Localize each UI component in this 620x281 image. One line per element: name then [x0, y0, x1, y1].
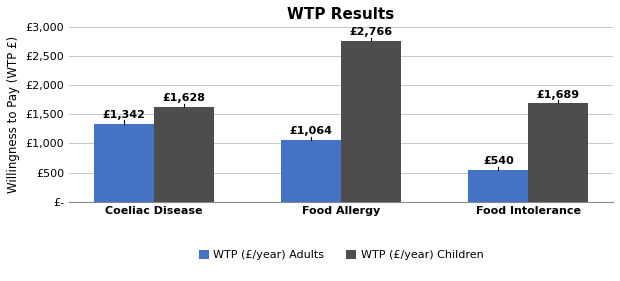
Bar	[281, 140, 341, 201]
Text: £1,628: £1,628	[162, 93, 205, 103]
Title: WTP Results: WTP Results	[288, 7, 395, 22]
Bar	[528, 103, 588, 201]
Text: £2,766: £2,766	[350, 27, 392, 37]
Legend: WTP (£/year) Adults, WTP (£/year) Children: WTP (£/year) Adults, WTP (£/year) Childr…	[194, 246, 488, 265]
Bar	[469, 170, 528, 201]
Text: £1,064: £1,064	[290, 126, 332, 136]
Bar	[154, 107, 214, 201]
Text: £1,689: £1,689	[537, 90, 580, 100]
Y-axis label: Willingness to Pay (WTP £): Willingness to Pay (WTP £)	[7, 36, 20, 193]
Bar	[94, 124, 154, 201]
Text: £1,342: £1,342	[102, 110, 145, 120]
Text: £540: £540	[483, 157, 514, 166]
Bar	[341, 41, 401, 201]
